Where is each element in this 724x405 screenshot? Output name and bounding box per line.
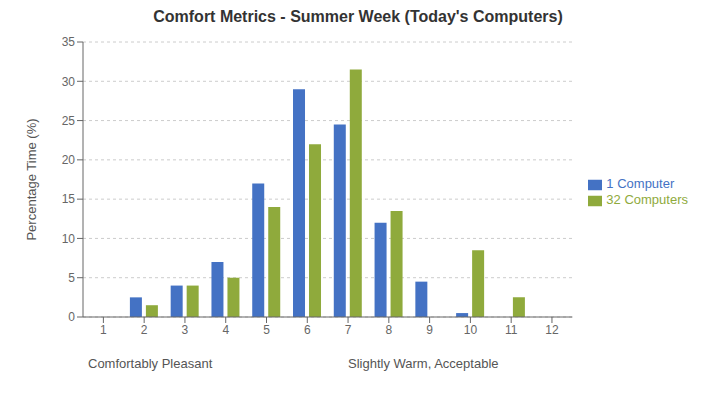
html-text:Comfort Metrics - Summer Week: Comfort Metrics - Summer Week (Today's C… [153, 8, 563, 25]
svg-text:35: 35 [62, 35, 76, 49]
svg-text:4: 4 [222, 323, 229, 337]
svg-text:5: 5 [68, 271, 75, 285]
svg-text:8: 8 [385, 323, 392, 337]
html-text:Comfortably Pleasant: Comfortably Pleasant [88, 356, 213, 371]
svg-text:15: 15 [62, 192, 76, 206]
svg-text:10: 10 [62, 232, 76, 246]
svg-text:0: 0 [68, 310, 75, 324]
html-text:Slightly Warm, Acceptable: Slightly Warm, Acceptable [348, 356, 499, 371]
svg-text:2: 2 [141, 323, 148, 337]
html-text:1 Computer: 1 Computer [606, 176, 675, 192]
svg-text:6: 6 [304, 323, 311, 337]
svg-text:1: 1 [100, 323, 107, 337]
svg-text:12: 12 [545, 323, 559, 337]
svg-text:9: 9 [426, 323, 433, 337]
svg-text:3: 3 [182, 323, 189, 337]
svg-text:Percentage Time (%): Percentage Time (%) [24, 118, 39, 240]
svg-text:10: 10 [464, 323, 478, 337]
svg-text:20: 20 [62, 153, 76, 167]
svg-text:25: 25 [62, 114, 76, 128]
svg-text:7: 7 [345, 323, 352, 337]
svg-text:30: 30 [62, 75, 76, 89]
svg-text:11: 11 [505, 323, 518, 337]
svg-text:5: 5 [263, 323, 270, 337]
html-text:32 Computers: 32 Computers [606, 192, 688, 207]
